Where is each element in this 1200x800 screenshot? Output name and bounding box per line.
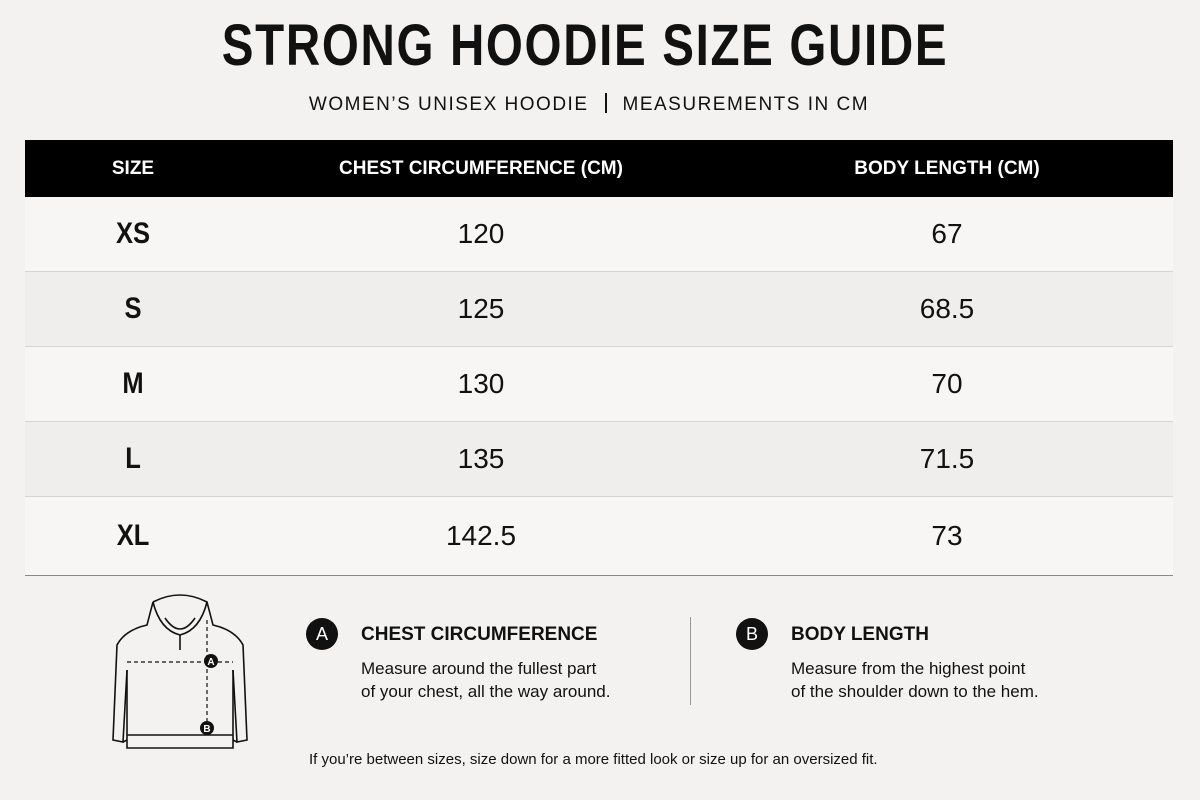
guide-title: CHEST CIRCUMFERENCE: [361, 624, 598, 645]
table-row: S 125 68.5: [25, 272, 1173, 347]
cell: 120: [457, 218, 505, 249]
diagram-label: A: [207, 657, 214, 668]
cell: 71.5: [919, 443, 975, 474]
subtitle-part: MEASUREMENTS IN CM: [622, 94, 870, 115]
table-row: M 130 70: [25, 347, 1173, 422]
cell: 68.5: [919, 293, 975, 324]
cell: 125: [457, 293, 505, 324]
header-row: SIZE CHEST CIRCUMFERENCE (CM) BODY LENGTH …: [25, 140, 1173, 197]
subtitle: WOMEN’S UNISEX HOODIE MEASUREMENTS IN CM: [0, 93, 1178, 116]
cell: 130: [457, 368, 505, 399]
badge: A: [306, 618, 338, 650]
cell: M: [122, 367, 144, 400]
separator: [604, 93, 607, 113]
subtitle-part: WOMEN’S UNISEX HOODIE: [308, 94, 589, 115]
table-row: XS 120 67: [25, 197, 1173, 272]
cell: 73: [931, 520, 963, 551]
guide-text: Measure from the highest point: [791, 659, 1026, 678]
cell: 70: [931, 368, 963, 399]
note: If you’re between sizes, size down for a…: [309, 751, 878, 768]
title: STRONG HOODIE SIZE GUIDE: [221, 13, 949, 78]
column-header: SIZE: [111, 157, 155, 179]
table-row: XL 142.5 73: [25, 497, 1173, 576]
hoodie-diagram: A B: [112, 594, 248, 749]
cell: XL: [116, 519, 150, 552]
guide-text: of the shoulder down to the hem.: [791, 682, 1039, 701]
cell: 142.5: [445, 520, 517, 551]
divider: [690, 617, 691, 705]
guide-text: of your chest, all the way around.: [361, 682, 611, 701]
diagram-label: B: [203, 724, 210, 735]
cell: 67: [931, 218, 963, 249]
table-row: L 135 71.5: [25, 422, 1173, 497]
cell: L: [125, 442, 141, 475]
column-header: CHEST CIRCUMFERENCE (CM): [339, 157, 623, 179]
cell: XS: [115, 217, 151, 250]
cell: S: [124, 292, 142, 325]
cell: 135: [457, 443, 505, 474]
guide-text: Measure around the fullest part: [361, 659, 597, 678]
guide-title: BODY LENGTH: [791, 624, 929, 645]
badge: B: [736, 618, 768, 650]
column-header: BODY LENGTH (CM): [854, 157, 1040, 179]
size-table: SIZE CHEST CIRCUMFERENCE (CM) BODY LENGTH …: [25, 140, 1173, 576]
